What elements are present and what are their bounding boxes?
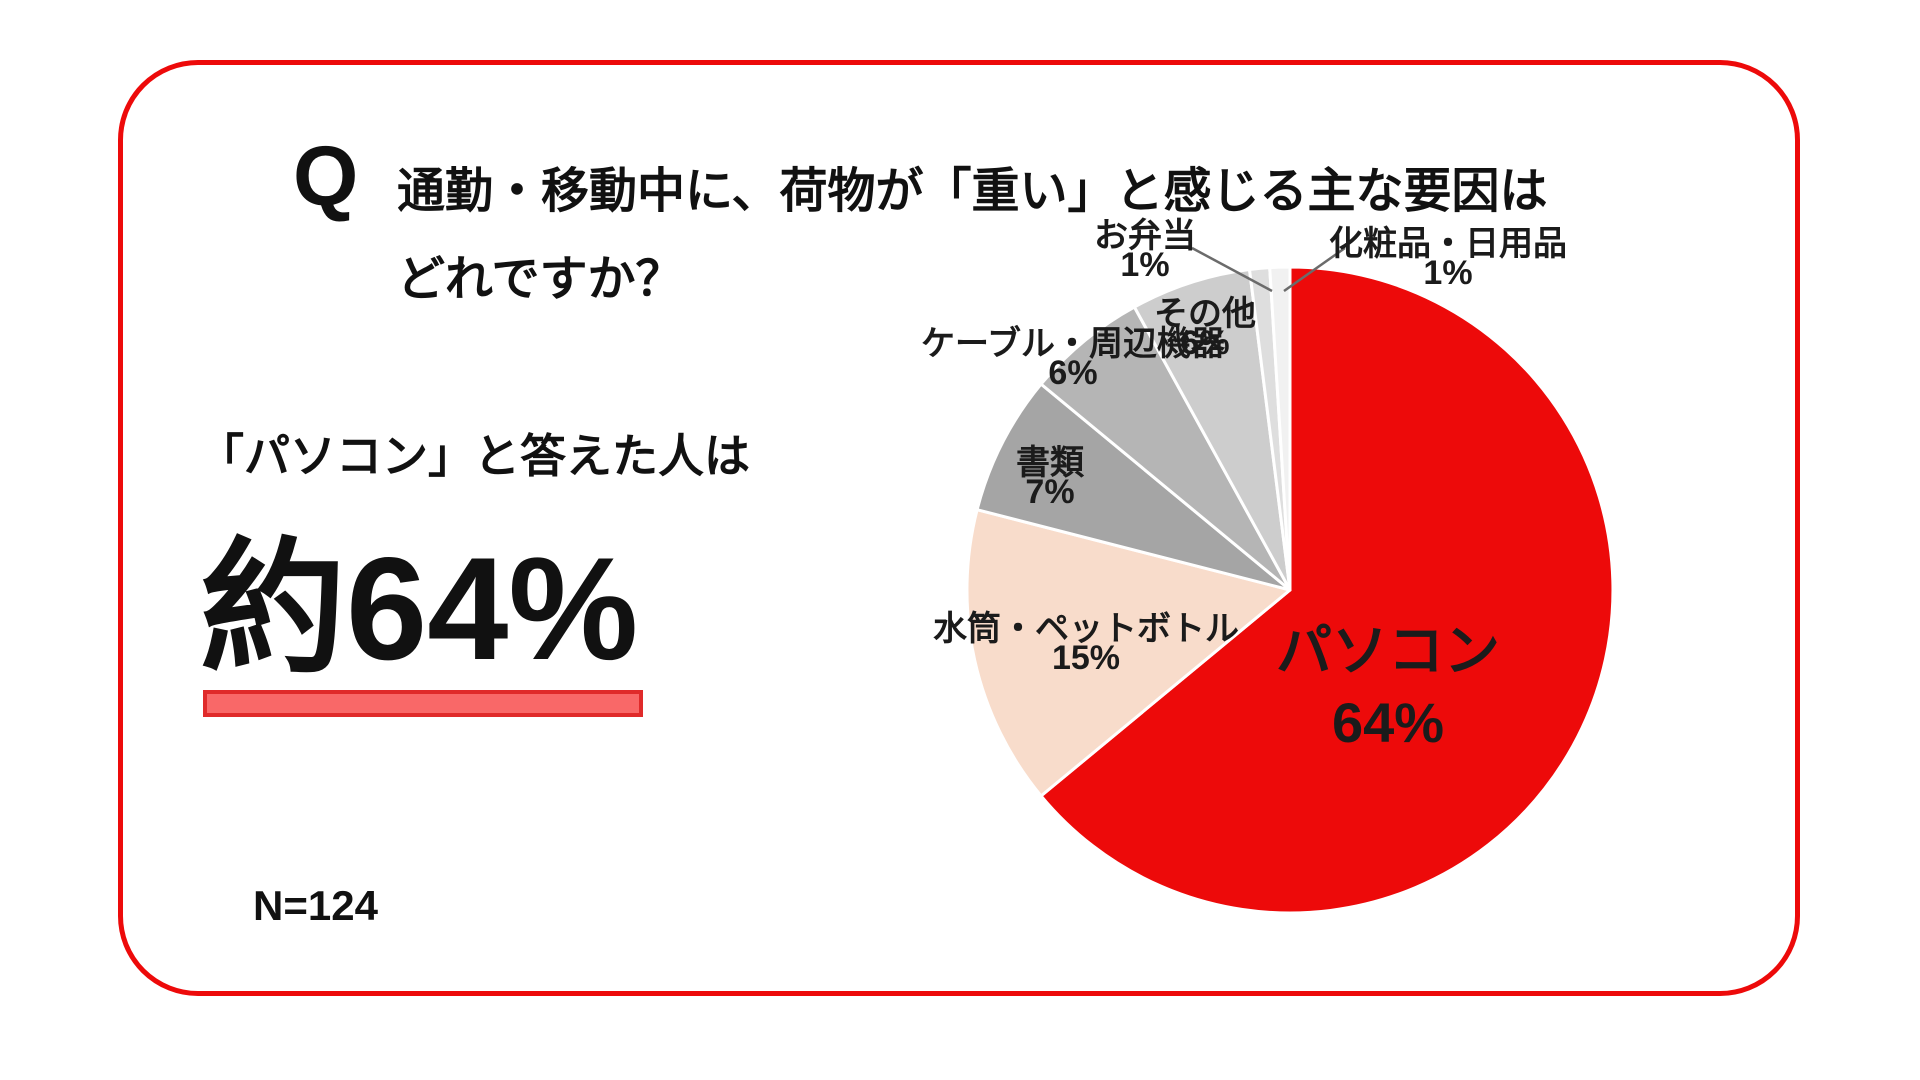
sample-size-label: N=124 — [253, 882, 378, 929]
pie-slice-label-7: 化粧品・日用品 1% — [1329, 225, 1567, 292]
pie-slice-label-2: 水筒・ペットボトル 15% — [933, 610, 1239, 677]
pie-slice-label-6: お弁当 1% — [1094, 217, 1196, 284]
question-text: 通勤・移動中に、荷物が「重い」と感じる主な要因は どれですか？ — [397, 148, 1548, 324]
pie-slice-4 — [1039, 305, 1292, 592]
leader-line-7 — [1283, 246, 1346, 293]
answer-lead-text: 「パソコン」と答えた人は — [198, 430, 750, 482]
pie-slice-1 — [1039, 265, 1615, 915]
pie-slice-2 — [965, 508, 1292, 798]
pie-slice-label-1: パソコン 64% — [1276, 619, 1500, 754]
answer-percentage: 約64% — [200, 527, 639, 690]
question-mark-q: Q — [293, 129, 359, 223]
question-line-1: 通勤・移動中に、荷物が「重い」と感じる主な要因は — [397, 165, 1548, 218]
pie-slice-5 — [1132, 268, 1292, 592]
leader-line-6 — [1191, 246, 1273, 293]
pie-slice-label-4: ケーブル・周辺機器 6% — [921, 324, 1226, 392]
question-line-2: どれですか？ — [397, 253, 684, 306]
percentage-underline — [203, 690, 643, 717]
pie-slice-label-3: 書類 7% — [1016, 444, 1085, 511]
pie-slice-3 — [975, 382, 1292, 592]
pie-slice-label-5: その他 6% — [1154, 295, 1256, 362]
pie-slice-7 — [1268, 265, 1292, 592]
